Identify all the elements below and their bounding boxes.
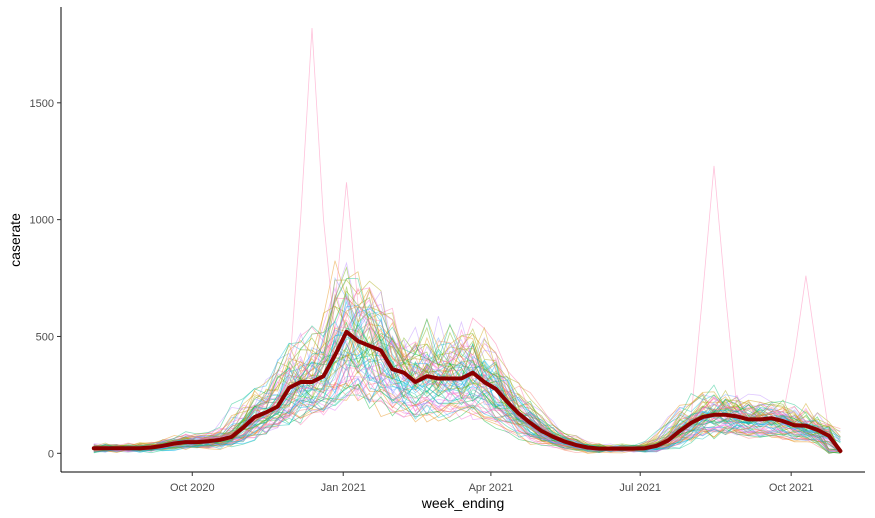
county-trace-69 — [93, 345, 841, 452]
x-tick-label-1: Jan 2021 — [321, 482, 366, 494]
county-trace-61 — [93, 382, 841, 454]
y-tick-label-0: 0 — [48, 448, 54, 460]
mean-caserate-line — [91, 329, 843, 453]
y-tick-label-2: 1000 — [30, 215, 54, 227]
county-trace-2 — [93, 327, 841, 452]
peak-trace-3 — [93, 275, 841, 452]
county-trace-55 — [93, 332, 841, 453]
peak-trace-2 — [93, 165, 841, 451]
x-tick-label-2: Apr 2021 — [469, 482, 514, 494]
x-tick-label-3: Jul 2021 — [619, 482, 661, 494]
county-trace-36 — [93, 347, 841, 453]
county-trace-0 — [93, 383, 841, 454]
county-trace-39 — [93, 320, 841, 453]
county-trace-46 — [93, 370, 841, 453]
county-trace-24 — [93, 343, 841, 453]
county-trace-50 — [93, 327, 841, 452]
county-trace-62 — [93, 271, 841, 453]
county-trace-10 — [93, 276, 841, 452]
county-trace-48 — [93, 341, 841, 454]
county-trace-28 — [93, 295, 841, 453]
county-trace-26 — [93, 376, 841, 453]
mean-line-group — [91, 329, 843, 453]
county-trace-12 — [93, 286, 841, 454]
y-tick-label-3: 1500 — [30, 98, 54, 110]
county-trace-40 — [93, 339, 841, 454]
peak-trace-0 — [93, 27, 841, 451]
county-trace-22 — [93, 374, 841, 453]
county-trace-30 — [93, 342, 841, 454]
county-trace-59 — [93, 290, 841, 450]
county-trace-51 — [93, 335, 841, 453]
x-axis-ticks: Oct 2020 Jan 2021 Apr 2021 Jul 2021 Oct 2021 — [170, 472, 814, 494]
x-tick-label-4: Oct 2021 — [769, 482, 814, 494]
county-trace-5 — [93, 321, 841, 452]
y-axis-ticks: 0 500 1000 1500 — [30, 98, 61, 460]
county-trace-18 — [93, 279, 841, 453]
county-trace-8 — [93, 292, 841, 452]
county-trace-27 — [93, 372, 841, 453]
county-trace-17 — [93, 305, 841, 451]
county-trace-11 — [93, 261, 841, 452]
county-trace-16 — [93, 383, 841, 454]
county-trace-6 — [93, 385, 841, 454]
x-tick-label-0: Oct 2020 — [170, 482, 215, 494]
county-trace-4 — [93, 305, 841, 452]
x-axis-title: week_ending — [421, 495, 505, 511]
county-trace-66 — [93, 277, 841, 451]
county-trace-41 — [93, 375, 841, 453]
y-tick-label-1: 500 — [36, 331, 54, 343]
county-trace-60 — [93, 287, 841, 449]
county-trace-1 — [93, 305, 841, 451]
county-trace-68 — [93, 376, 841, 454]
y-axis-title: caserate — [7, 213, 23, 267]
county-trace-29 — [93, 367, 841, 453]
county-trace-54 — [93, 308, 841, 453]
peak-trace-1 — [93, 182, 841, 451]
county-trace-13 — [93, 364, 841, 453]
county-trace-65 — [93, 384, 841, 454]
